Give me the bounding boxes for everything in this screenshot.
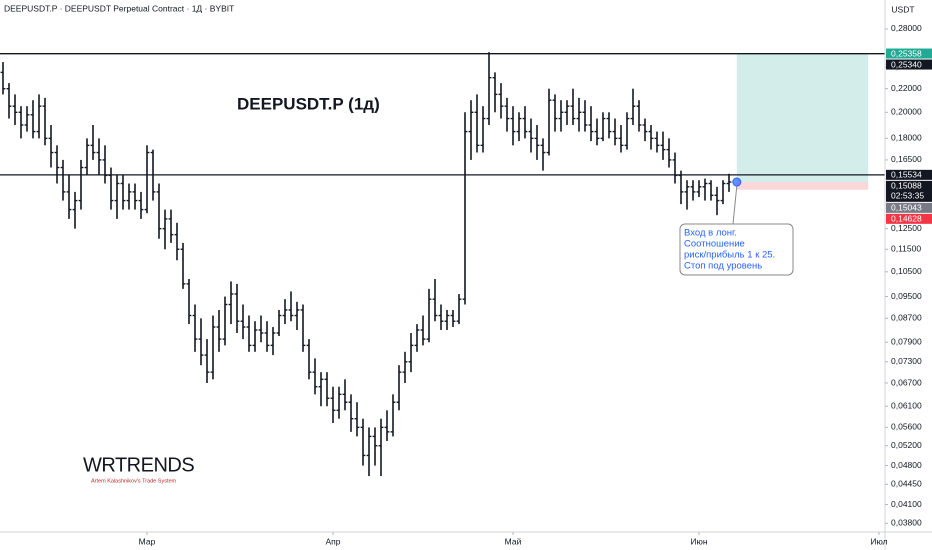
header: DEEPUSDT.P · DEEPUSDT Perpetual Contract… [4, 3, 234, 13]
callout-text: риск/прибыль 1 к 25. [684, 250, 775, 261]
y-tick-label: 0,05600 [891, 422, 922, 432]
axes: 0,280000,240000,220000,200000,180000,165… [139, 23, 932, 546]
y-tick-label: 0,04450 [891, 479, 922, 489]
x-tick-label: Июл [870, 536, 887, 546]
y-tick-label: 0,06100 [891, 400, 922, 410]
y-tick-label: 0,03800 [891, 518, 922, 528]
stop-zone [736, 182, 869, 190]
y-tick-label: 0,04800 [891, 460, 922, 470]
price-label-bg [886, 169, 932, 180]
y-tick-label: 0,12500 [891, 223, 922, 233]
price-label: 0,15043 [891, 203, 922, 213]
x-tick-label: Май [505, 536, 522, 546]
countdown: 02:53:35 [891, 191, 924, 201]
y-tick-label: 0,28000 [891, 23, 922, 33]
logo: WRTRENDS [83, 454, 194, 476]
target-zone [736, 53, 869, 183]
y-tick-label: 0,10500 [891, 266, 922, 276]
currency: USDT [891, 4, 914, 14]
callout-text: Стоп под уровень [684, 261, 762, 272]
entry-marker [732, 177, 742, 187]
y-tick-label: 0,04100 [891, 499, 922, 509]
price-label-bg [886, 48, 932, 59]
price-label-bg [886, 180, 932, 202]
x-tick-label: Июн [690, 536, 707, 546]
price-label: 0,15088 [891, 181, 922, 191]
y-tick-label: 0,09500 [891, 291, 922, 301]
price-label-bg [886, 59, 932, 70]
chart-title: DEEPUSDT.P (1д) [237, 94, 380, 113]
price-label: 0,15534 [891, 170, 922, 180]
x-tick-label: Мар [139, 536, 156, 546]
y-tick-label: 0,08700 [891, 313, 922, 323]
y-tick-label: 0,18000 [891, 133, 922, 143]
y-tick-label: 0,07300 [891, 356, 922, 366]
price-axis-bg [885, 0, 932, 550]
y-tick-label: 0,05200 [891, 440, 922, 450]
callout-pointer [732, 186, 738, 225]
price-label: 0,25340 [891, 59, 922, 69]
price-label: 0,14628 [891, 214, 922, 224]
y-tick-label: 0,07900 [891, 336, 922, 346]
price-label: 0,25358 [891, 48, 922, 58]
callout-text: Вход в лонг. [684, 228, 737, 239]
callout-box [679, 223, 794, 276]
y-tick-label: 0,16500 [891, 154, 922, 164]
callout-text: Соотношение [684, 239, 745, 250]
x-tick-label: Апр [326, 536, 341, 546]
price-label-bg [886, 202, 932, 213]
y-tick-label: 0,11500 [891, 244, 921, 254]
price-label-bg [886, 213, 932, 224]
logo-subtitle: Artem Kalashnikov's Trade System [91, 478, 177, 484]
y-tick-label: 0,20000 [891, 107, 922, 117]
y-tick-label: 0,06700 [891, 377, 922, 387]
y-tick-label: 0,22000 [891, 83, 922, 93]
